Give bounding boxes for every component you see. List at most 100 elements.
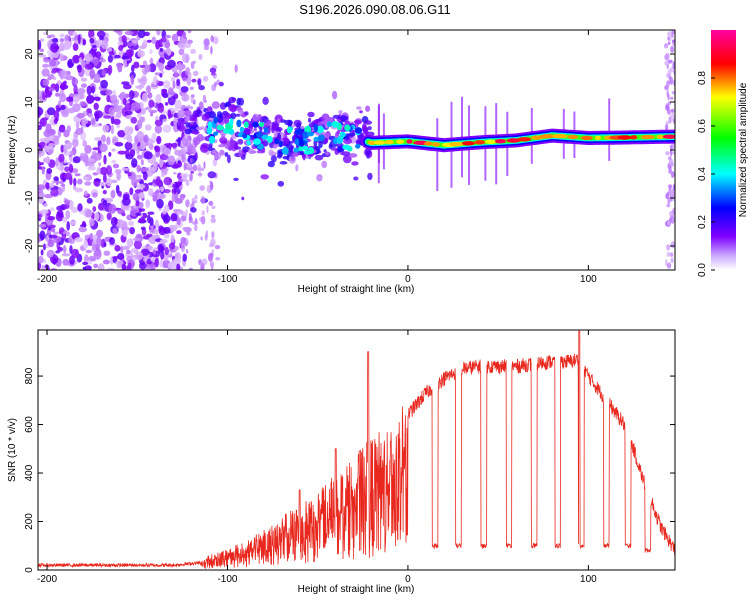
signal-blob [270, 155, 277, 163]
noise-blob [181, 243, 185, 253]
noise-blob [144, 124, 152, 131]
noise-blob [667, 220, 671, 226]
noise-blob [165, 48, 172, 55]
noise-blob [176, 230, 182, 235]
noise-blob [130, 248, 138, 253]
signal-blob [187, 145, 197, 155]
noise-blob [84, 181, 92, 186]
noise-blob [64, 166, 70, 173]
signal-blob [191, 130, 200, 135]
noise-blob [117, 253, 125, 260]
signal-blob [284, 119, 293, 126]
noise-blob [45, 182, 50, 190]
noise-blob [667, 36, 670, 41]
noise-blob [180, 237, 187, 244]
noise-blob [187, 30, 192, 34]
noise-blob [162, 124, 172, 133]
noise-blob [188, 267, 193, 270]
noise-blob [192, 70, 199, 77]
noise-blob [669, 252, 674, 257]
noise-blob [672, 217, 675, 223]
noise-blob [146, 85, 151, 94]
noise-blob [99, 35, 104, 41]
noise-blob [42, 79, 50, 86]
noise-blob [70, 206, 79, 213]
noise-blob [160, 37, 167, 43]
spectrogram-x-tick-label: -200 [37, 274, 57, 285]
noise-blob [168, 142, 172, 151]
snr-y-tick-label: 800 [24, 367, 35, 384]
noise-blob [666, 80, 671, 87]
noise-blob [64, 172, 72, 180]
noise-blob [137, 112, 142, 119]
noise-blob [671, 142, 675, 149]
noise-blob [96, 30, 106, 38]
signal-blob [307, 111, 315, 118]
signal-core [286, 126, 293, 134]
signal-blob [353, 176, 359, 181]
noise-blob [159, 259, 164, 268]
noise-blob [203, 45, 210, 51]
noise-blob [99, 143, 108, 153]
signal-peak [494, 139, 507, 144]
noise-blob [202, 75, 209, 82]
noise-blob [173, 71, 179, 78]
signal-core [302, 145, 309, 151]
noise-blob [155, 79, 159, 84]
signal-peak [581, 135, 593, 141]
noise-blob [102, 189, 107, 195]
snr-x-tick-label: -100 [217, 574, 237, 585]
noise-blob [210, 214, 216, 219]
noise-blob [61, 253, 71, 257]
noise-blob [197, 164, 201, 170]
noise-blob [43, 129, 52, 137]
noise-blob [59, 71, 64, 80]
signal-blob [234, 64, 238, 73]
noise-blob [182, 253, 187, 262]
noise-blob [163, 226, 171, 234]
signal-blob [209, 67, 217, 74]
noise-blob [127, 172, 132, 177]
noise-blob [47, 92, 53, 96]
snr-x-tick-label: 100 [580, 574, 597, 585]
signal-core [258, 122, 265, 127]
noise-blob [666, 191, 670, 199]
noise-blob [124, 141, 133, 151]
noise-blob [83, 176, 89, 180]
noise-blob [53, 176, 59, 182]
noise-blob [201, 210, 206, 216]
signal-blob [218, 81, 224, 87]
signal-blob [271, 125, 275, 134]
noise-blob [159, 73, 163, 78]
noise-blob [156, 198, 164, 209]
signal-blob [234, 113, 241, 117]
noise-blob [121, 228, 129, 237]
noise-blob [667, 41, 671, 46]
noise-blob [77, 87, 86, 95]
noise-blob [122, 83, 132, 90]
signal-blob [219, 102, 227, 110]
noise-blob [142, 39, 148, 45]
signal-blob [216, 111, 223, 118]
noise-blob [211, 205, 216, 209]
noise-blob [125, 93, 130, 99]
noise-blob [87, 158, 95, 163]
signal-core [342, 144, 351, 150]
noise-blob [88, 218, 95, 227]
noise-blob [130, 116, 138, 124]
noise-blob [98, 58, 107, 63]
noise-blob [157, 102, 165, 113]
noise-blob [167, 261, 176, 270]
figure-title: S196.2026.090.08.06.G11 [299, 2, 451, 17]
signal-blob [302, 152, 306, 161]
noise-blob [74, 39, 79, 44]
noise-blob [81, 83, 87, 88]
noise-blob [155, 94, 162, 104]
noise-blob [113, 30, 121, 33]
signal-core [317, 134, 325, 142]
noise-blob [177, 136, 181, 147]
noise-blob [160, 159, 164, 165]
noise-blob [66, 96, 74, 102]
signal-core [316, 125, 325, 134]
noise-blob [140, 77, 146, 87]
